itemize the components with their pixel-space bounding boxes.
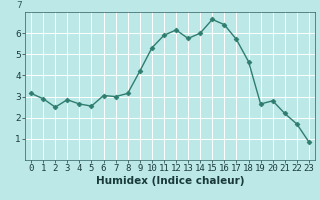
X-axis label: Humidex (Indice chaleur): Humidex (Indice chaleur)	[96, 176, 244, 186]
Text: 7: 7	[16, 1, 22, 10]
